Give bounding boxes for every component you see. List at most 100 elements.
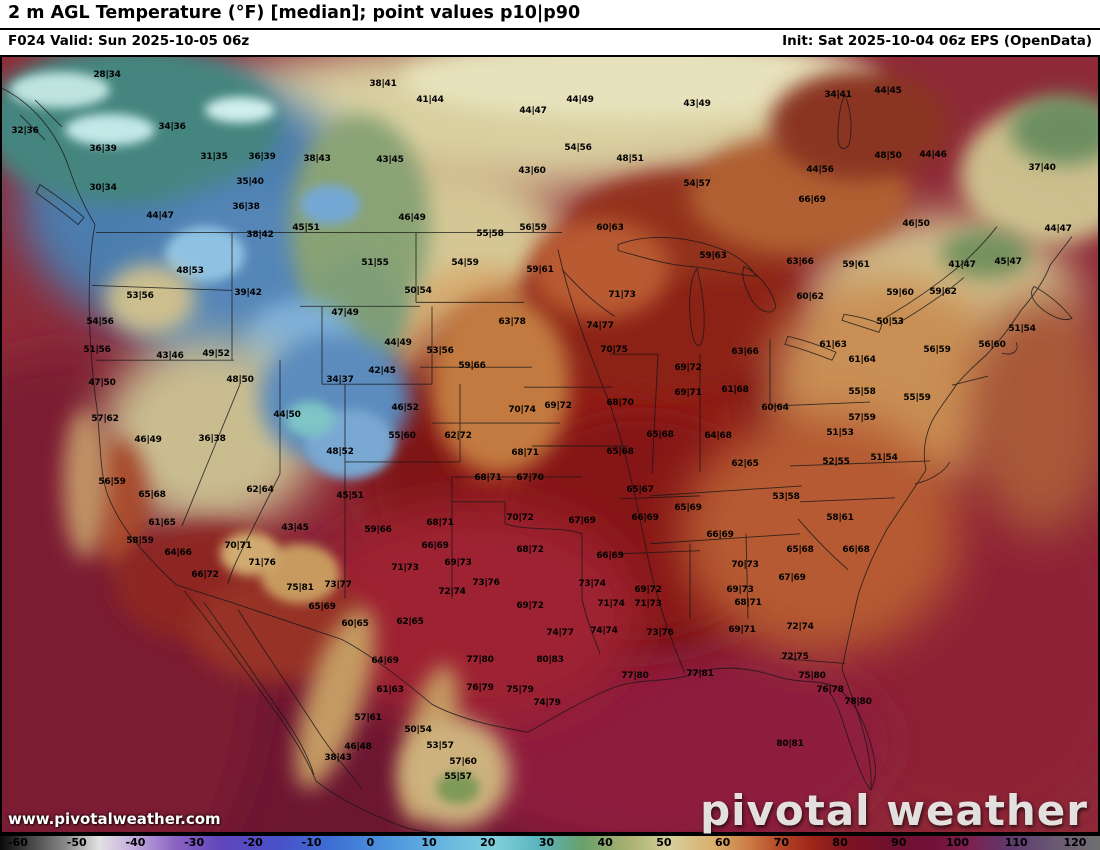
point-value: 68|72 bbox=[516, 545, 544, 555]
watermark: www.pivotalweather.com bbox=[8, 810, 221, 828]
point-value: 74|79 bbox=[533, 698, 561, 708]
point-value: 71|73 bbox=[634, 599, 662, 609]
point-value: 77|80 bbox=[621, 671, 649, 681]
point-value: 36|39 bbox=[248, 152, 276, 162]
point-value: 77|81 bbox=[686, 669, 714, 679]
point-value: 69|73 bbox=[444, 558, 472, 568]
point-value: 70|71 bbox=[224, 541, 252, 551]
point-value: 44|46 bbox=[919, 150, 947, 160]
point-value: 75|79 bbox=[506, 685, 534, 695]
point-value: 72|74 bbox=[786, 622, 814, 632]
point-value: 64|66 bbox=[164, 548, 192, 558]
point-value: 59|66 bbox=[458, 361, 486, 371]
point-value: 43|45 bbox=[281, 523, 309, 533]
point-value: 59|60 bbox=[886, 288, 914, 298]
point-value: 54|56 bbox=[86, 317, 114, 327]
point-value: 70|74 bbox=[508, 405, 536, 415]
point-value: 46|50 bbox=[902, 219, 930, 229]
point-value: 80|83 bbox=[536, 655, 564, 665]
point-value: 69|71 bbox=[674, 388, 702, 398]
point-value: 68|70 bbox=[606, 398, 634, 408]
pivotal-weather-logo: pivotal weather bbox=[700, 786, 1088, 835]
point-value: 59|63 bbox=[699, 251, 727, 261]
point-value: 52|55 bbox=[822, 457, 850, 467]
point-value: 74|77 bbox=[546, 628, 574, 638]
point-value: 60|65 bbox=[341, 619, 369, 629]
point-value: 62|65 bbox=[731, 459, 759, 469]
point-value: 62|65 bbox=[396, 617, 424, 627]
colorbar-tick: 50 bbox=[656, 836, 672, 849]
point-value: 48|52 bbox=[326, 447, 354, 457]
colorbar-tick: 40 bbox=[597, 836, 613, 849]
point-value: 69|72 bbox=[516, 601, 544, 611]
point-value: 51|54 bbox=[870, 453, 898, 463]
point-value: 44|47 bbox=[146, 211, 174, 221]
point-value: 65|68 bbox=[646, 430, 674, 440]
point-value: 66|69 bbox=[596, 551, 624, 561]
point-value: 65|69 bbox=[674, 503, 702, 513]
point-value: 46|49 bbox=[134, 435, 162, 445]
point-value: 48|50 bbox=[874, 151, 902, 161]
point-value: 36|38 bbox=[232, 202, 260, 212]
point-value: 63|66 bbox=[786, 257, 814, 267]
point-value: 60|63 bbox=[596, 223, 624, 233]
point-value: 47|50 bbox=[88, 378, 116, 388]
point-value: 78|80 bbox=[844, 697, 872, 707]
point-value: 72|75 bbox=[781, 652, 809, 662]
point-value: 71|73 bbox=[608, 290, 636, 300]
point-value: 67|69 bbox=[778, 573, 806, 583]
colorbar-tick: -40 bbox=[125, 836, 146, 849]
point-value: 65|69 bbox=[308, 602, 336, 612]
point-value: 46|52 bbox=[391, 403, 419, 413]
point-value: 49|52 bbox=[202, 349, 230, 359]
point-value: 61|65 bbox=[148, 518, 176, 528]
point-value: 57|62 bbox=[91, 414, 119, 424]
point-value: 73|76 bbox=[646, 628, 674, 638]
point-value: 63|78 bbox=[498, 317, 526, 327]
point-value: 54|57 bbox=[683, 179, 711, 189]
point-value: 71|74 bbox=[597, 599, 625, 609]
point-value: 61|64 bbox=[848, 355, 876, 365]
colorbar-tick: -20 bbox=[242, 836, 263, 849]
point-value: 44|47 bbox=[519, 106, 547, 116]
point-value: 68|71 bbox=[734, 598, 762, 608]
point-value: 46|48 bbox=[344, 742, 372, 752]
valid-time: F024 Valid: Sun 2025-10-05 06z bbox=[8, 33, 250, 49]
point-value: 38|43 bbox=[324, 753, 352, 763]
header: 2 m AGL Temperature (°F) [median]; point… bbox=[0, 0, 1100, 55]
colorbar-tick: -50 bbox=[66, 836, 87, 849]
point-value: 56|59 bbox=[98, 477, 126, 487]
point-value: 62|72 bbox=[444, 431, 472, 441]
colorbar-tick: -60 bbox=[8, 836, 28, 849]
point-value: 43|49 bbox=[683, 99, 711, 109]
point-value: 37|40 bbox=[1028, 163, 1056, 173]
point-value: 53|56 bbox=[126, 291, 154, 301]
point-value: 67|69 bbox=[568, 516, 596, 526]
point-value: 43|60 bbox=[518, 166, 546, 176]
point-value: 55|59 bbox=[903, 393, 931, 403]
colorbar-tick: 30 bbox=[538, 836, 555, 849]
point-value: 61|68 bbox=[721, 385, 749, 395]
colorbar-ticks: -60 -50 -40 -30 -20 -10 0 10 20 30 40 50 60 70 80 90 100… bbox=[0, 836, 1100, 850]
point-value: 44|47 bbox=[1044, 224, 1072, 234]
point-value: 30|34 bbox=[89, 183, 117, 193]
point-value: 66|72 bbox=[191, 570, 219, 580]
point-value: 61|63 bbox=[376, 685, 404, 695]
point-value: 71|73 bbox=[391, 563, 419, 573]
colorbar-tick: 10 bbox=[421, 836, 437, 849]
point-value: 57|61 bbox=[354, 713, 382, 723]
point-value: 43|45 bbox=[376, 155, 404, 165]
point-value: 65|67 bbox=[626, 485, 654, 495]
point-value: 58|61 bbox=[826, 513, 854, 523]
point-value: 66|68 bbox=[842, 545, 870, 555]
point-value: 45|47 bbox=[994, 257, 1022, 267]
point-value: 51|53 bbox=[826, 428, 854, 438]
point-value: 61|63 bbox=[819, 340, 847, 350]
point-value: 34|36 bbox=[158, 122, 186, 132]
point-value: 48|50 bbox=[226, 375, 254, 385]
point-value: 73|74 bbox=[578, 579, 606, 589]
point-value: 34|37 bbox=[326, 375, 354, 385]
point-value: 44|45 bbox=[874, 86, 902, 96]
colorbar-tick: 20 bbox=[480, 836, 496, 849]
point-value: 67|70 bbox=[516, 473, 544, 483]
